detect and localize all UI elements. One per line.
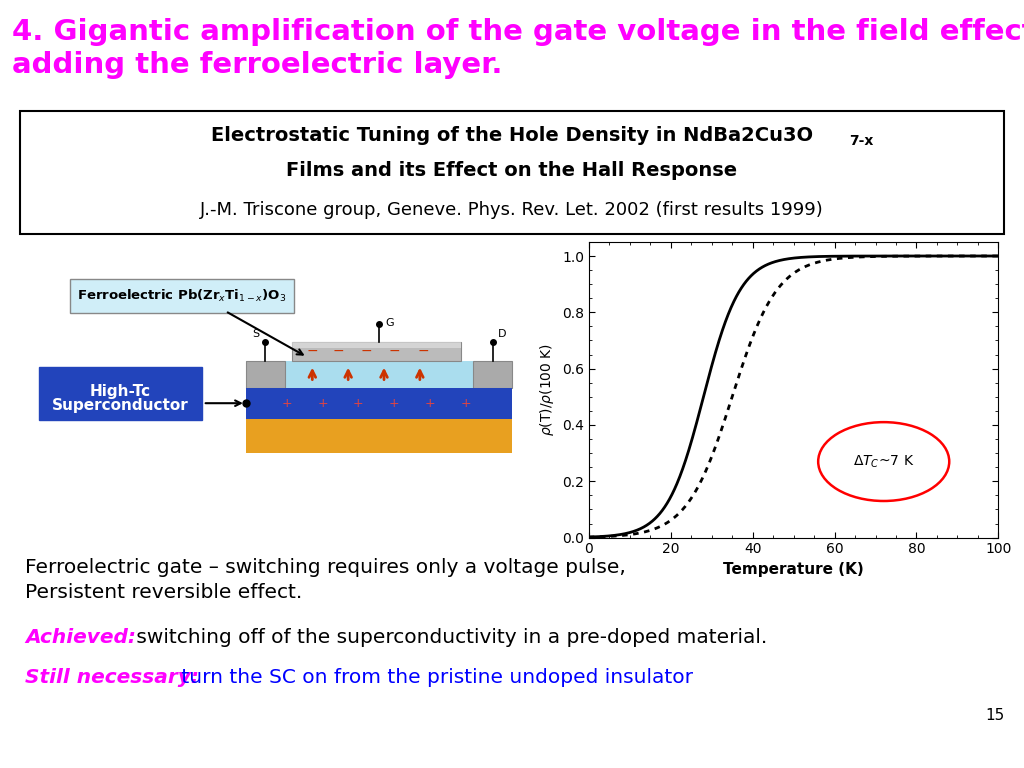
Polygon shape xyxy=(246,361,285,388)
Text: −: − xyxy=(332,344,344,358)
Text: switching off of the superconductivity in a pre-doped material.: switching off of the superconductivity i… xyxy=(130,627,767,647)
Text: Films and its Effect on the Hall Response: Films and its Effect on the Hall Respons… xyxy=(287,161,737,180)
Text: +: + xyxy=(389,397,399,409)
Text: −: − xyxy=(388,344,400,358)
Y-axis label: $\rho$(T)/$\rho$(100 K): $\rho$(T)/$\rho$(100 K) xyxy=(539,343,556,436)
Text: 4. Gigantic amplification of the gate voltage in the field effect by
adding the : 4. Gigantic amplification of the gate vo… xyxy=(12,18,1024,79)
Text: Superconductor: Superconductor xyxy=(51,398,188,413)
Text: −: − xyxy=(306,344,318,358)
Polygon shape xyxy=(292,342,461,361)
Text: G: G xyxy=(385,317,393,328)
Text: 7-x: 7-x xyxy=(849,134,873,148)
Text: +: + xyxy=(317,397,328,409)
Text: J.-M. Triscone group, Geneve. Phys. Rev. Let. 2002 (first results 1999): J.-M. Triscone group, Geneve. Phys. Rev.… xyxy=(200,200,824,219)
X-axis label: Temperature (K): Temperature (K) xyxy=(723,562,864,577)
Polygon shape xyxy=(246,361,512,388)
FancyBboxPatch shape xyxy=(70,279,294,313)
Text: Still necessary:: Still necessary: xyxy=(25,668,199,687)
Text: +: + xyxy=(461,397,471,409)
Text: +: + xyxy=(353,397,364,409)
Text: +: + xyxy=(282,397,292,409)
Polygon shape xyxy=(246,388,512,419)
Text: D: D xyxy=(498,329,506,339)
Text: Electrostatic Tuning of the Hole Density in NdBa2Cu3O: Electrostatic Tuning of the Hole Density… xyxy=(211,127,813,145)
Text: Ferroelectric gate – switching requires only a voltage pulse,: Ferroelectric gate – switching requires … xyxy=(25,558,626,577)
Text: Achieved:: Achieved: xyxy=(25,627,136,647)
FancyBboxPatch shape xyxy=(39,367,202,420)
Text: S: S xyxy=(253,329,259,339)
Text: −: − xyxy=(360,344,373,358)
Text: $\Delta T_C$~7 K: $\Delta T_C$~7 K xyxy=(853,453,914,470)
Text: Ferroelectric Pb(Zr$_x$Ti$_{1-x}$)O$_3$: Ferroelectric Pb(Zr$_x$Ti$_{1-x}$)O$_3$ xyxy=(77,288,286,303)
Text: −: − xyxy=(417,344,429,358)
Text: turn the SC on from the pristine undoped insulator: turn the SC on from the pristine undoped… xyxy=(175,668,693,687)
Polygon shape xyxy=(292,342,461,348)
Text: High-Tc: High-Tc xyxy=(89,384,151,399)
Text: 15: 15 xyxy=(985,708,1005,723)
Text: Persistent reversible effect.: Persistent reversible effect. xyxy=(25,583,302,601)
Polygon shape xyxy=(473,361,512,388)
Polygon shape xyxy=(246,419,512,453)
Text: +: + xyxy=(425,397,435,409)
